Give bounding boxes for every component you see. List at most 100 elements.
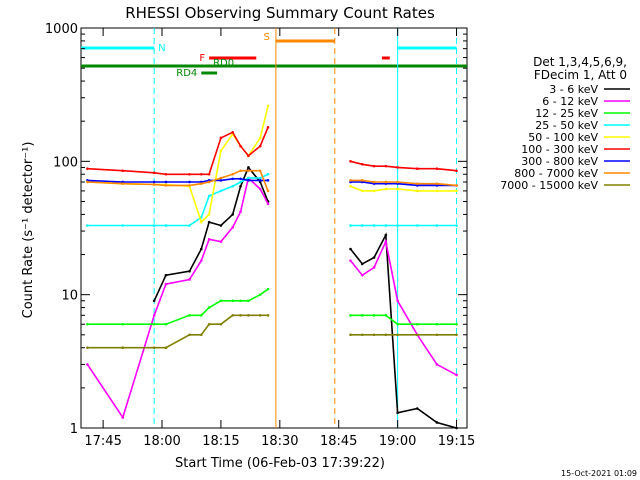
data-point bbox=[199, 247, 203, 251]
data-point bbox=[415, 322, 419, 326]
data-point bbox=[199, 333, 203, 337]
data-point bbox=[266, 104, 270, 108]
data-point bbox=[152, 322, 156, 326]
x-tick-label: 17:45 bbox=[84, 434, 121, 449]
data-point bbox=[247, 176, 250, 180]
data-point bbox=[435, 421, 439, 424]
data-point bbox=[384, 314, 388, 317]
data-point bbox=[207, 172, 211, 176]
x-tick-label: 18:45 bbox=[320, 434, 357, 449]
data-point bbox=[86, 224, 89, 227]
data-point bbox=[384, 164, 388, 168]
data-point bbox=[121, 169, 125, 173]
data-point bbox=[219, 240, 223, 243]
data-point bbox=[372, 224, 376, 227]
series-line bbox=[87, 126, 269, 176]
data-point bbox=[435, 322, 439, 326]
data-point bbox=[384, 224, 388, 227]
legend-label: 12 - 25 keV bbox=[535, 107, 598, 120]
data-point bbox=[435, 363, 439, 366]
annotation-label: S bbox=[264, 32, 270, 43]
data-point bbox=[239, 177, 242, 181]
x-axis-label: Start Time (06-Feb-03 17:39:22) bbox=[175, 456, 385, 471]
data-point bbox=[152, 180, 156, 184]
data-point bbox=[164, 273, 168, 277]
data-point bbox=[415, 189, 419, 193]
data-point bbox=[396, 166, 399, 169]
data-point bbox=[360, 273, 364, 277]
axes: 17:45 18:00 18:15 18:30 18:45 19:00 19:15 1 10 10… bbox=[45, 22, 475, 449]
x-tick-label: 19:00 bbox=[379, 434, 416, 449]
data-point bbox=[231, 314, 235, 317]
data-point bbox=[164, 224, 168, 227]
data-point bbox=[360, 333, 364, 337]
data-point bbox=[207, 213, 211, 216]
data-point bbox=[372, 189, 376, 193]
series-line bbox=[86, 176, 269, 420]
data-point bbox=[231, 226, 235, 229]
data-point bbox=[435, 333, 439, 337]
data-point bbox=[164, 180, 168, 184]
data-point bbox=[384, 187, 388, 191]
data-point bbox=[199, 259, 203, 262]
data-point bbox=[266, 172, 270, 176]
x-tick-label: 18:00 bbox=[143, 434, 180, 449]
vertical-markers bbox=[153, 28, 458, 428]
data-point bbox=[247, 154, 250, 158]
data-point bbox=[372, 256, 376, 259]
data-point bbox=[415, 224, 419, 227]
data-point bbox=[164, 282, 168, 286]
data-point bbox=[219, 179, 223, 182]
data-point bbox=[396, 224, 399, 227]
legend-label: 7000 - 15000 keV bbox=[500, 179, 598, 192]
data-point bbox=[258, 144, 262, 148]
data-point bbox=[266, 202, 270, 206]
x-tick-label: 18:30 bbox=[261, 434, 298, 449]
data-point bbox=[396, 333, 399, 337]
legend-header-2: FDecim 1, Att 0 bbox=[534, 68, 627, 82]
data-point bbox=[372, 314, 376, 317]
data-point bbox=[231, 177, 235, 181]
data-point bbox=[435, 167, 439, 171]
data-point bbox=[266, 179, 270, 182]
data-point bbox=[86, 180, 89, 184]
data-point bbox=[219, 189, 223, 193]
data-point bbox=[207, 322, 211, 326]
data-point bbox=[415, 333, 419, 337]
data-point bbox=[247, 299, 250, 303]
data-point bbox=[121, 346, 125, 350]
data-point bbox=[396, 411, 399, 415]
data-point bbox=[455, 333, 458, 337]
data-point bbox=[199, 182, 203, 185]
data-point bbox=[239, 184, 242, 188]
legend-label: 300 - 800 keV bbox=[521, 155, 598, 168]
data-point bbox=[219, 224, 223, 227]
data-point bbox=[372, 266, 376, 269]
annotation-label: RD4 bbox=[176, 68, 197, 79]
data-point bbox=[188, 333, 191, 337]
data-point bbox=[152, 299, 156, 303]
data-point bbox=[372, 180, 376, 184]
data-point bbox=[188, 184, 191, 187]
data-point bbox=[152, 314, 156, 317]
data-point bbox=[121, 182, 125, 185]
y-axis-label: Count Rate (s⁻¹ detector⁻¹) bbox=[21, 142, 36, 319]
data-point bbox=[121, 224, 125, 227]
series-line bbox=[349, 238, 457, 376]
x-tick-label: 18:15 bbox=[202, 434, 239, 449]
data-point bbox=[258, 169, 262, 173]
data-point bbox=[349, 224, 352, 227]
data-point bbox=[266, 189, 270, 193]
series-line bbox=[87, 105, 269, 224]
data-point bbox=[219, 136, 223, 140]
data-point bbox=[360, 179, 364, 182]
data-point bbox=[231, 184, 235, 188]
data-point bbox=[266, 287, 270, 291]
data-point bbox=[455, 169, 458, 173]
data-point bbox=[455, 184, 458, 187]
data-point bbox=[258, 187, 262, 191]
data-point bbox=[164, 346, 168, 350]
data-point bbox=[231, 299, 235, 303]
data-point bbox=[455, 189, 458, 193]
data-point bbox=[121, 416, 125, 419]
